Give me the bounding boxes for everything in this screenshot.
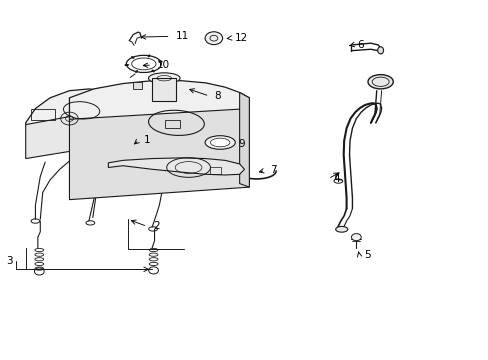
Text: 2: 2 <box>153 221 160 231</box>
Polygon shape <box>26 109 113 158</box>
Ellipse shape <box>377 47 383 54</box>
Bar <box>30 109 55 120</box>
Text: 4: 4 <box>332 174 339 184</box>
Polygon shape <box>26 89 113 125</box>
Ellipse shape <box>335 226 347 232</box>
Text: 8: 8 <box>214 91 221 101</box>
Bar <box>152 78 176 102</box>
Circle shape <box>204 32 222 45</box>
Ellipse shape <box>204 136 235 149</box>
Polygon shape <box>108 158 244 175</box>
Bar <box>210 167 221 174</box>
Polygon shape <box>69 109 249 200</box>
Circle shape <box>351 234 361 241</box>
Text: 1: 1 <box>143 135 150 145</box>
Text: 6: 6 <box>357 40 363 50</box>
Text: 3: 3 <box>6 256 13 266</box>
Text: 9: 9 <box>238 139 245 149</box>
Text: 10: 10 <box>157 60 170 70</box>
Ellipse shape <box>367 75 392 89</box>
Text: 7: 7 <box>270 165 276 175</box>
Ellipse shape <box>210 138 229 147</box>
Text: 5: 5 <box>364 250 370 260</box>
Bar <box>165 120 180 128</box>
Ellipse shape <box>148 73 180 84</box>
Polygon shape <box>239 93 249 187</box>
Polygon shape <box>69 81 249 128</box>
Text: 11: 11 <box>175 31 188 41</box>
Bar <box>132 82 142 89</box>
Text: 12: 12 <box>234 33 247 43</box>
